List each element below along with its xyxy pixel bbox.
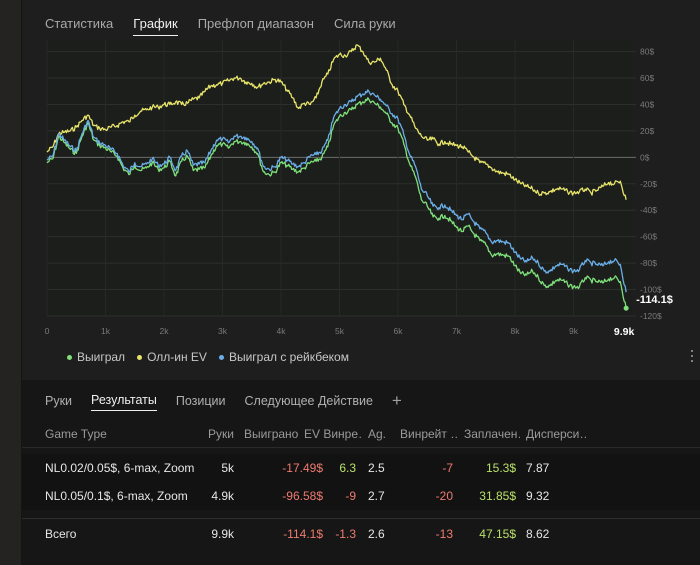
y-tick-label: 0$ [640, 152, 650, 162]
tab-positions[interactable]: Позиции [175, 393, 226, 408]
legend-label-allin-ev: Олл-ин EV [147, 350, 207, 364]
legend-item-won[interactable]: Выиграл [67, 350, 125, 364]
cell-variance: 7.87 [526, 461, 550, 475]
series-line-won_rakeback [46, 89, 627, 293]
header-game-type[interactable]: Game Type [45, 426, 107, 441]
table-row[interactable]: NL0.05/0.1$, 6-max, Zoom 4.9k -96.58$ -9… [22, 482, 700, 510]
bottom-tab-bar: Руки Результаты Позиции Следующее Действ… [45, 390, 402, 411]
y-tick-label: -100$ [640, 285, 662, 295]
tab-hand-strength[interactable]: Сила руки [333, 16, 396, 31]
y-tick-label: -80$ [640, 258, 657, 268]
header-variance[interactable]: Дисперси… [526, 426, 588, 441]
left-panel-edge [0, 0, 22, 565]
cell-won: -17.49$ [282, 461, 323, 475]
cell-ev-winrate: 6.3 [339, 461, 356, 475]
legend-label-won-rakeback: Выиграл с рейкбеком [228, 350, 349, 364]
legend-dot-won-rakeback [218, 354, 224, 360]
y-tick-label: 60$ [640, 73, 654, 83]
header-ev-winrate[interactable]: EV Винре… [304, 426, 362, 441]
y-tick-label: 80$ [640, 47, 654, 57]
tab-statistics[interactable]: Статистика [45, 16, 114, 31]
header-aggression[interactable]: Ag. [368, 426, 387, 441]
total-winrate: -13 [435, 527, 453, 541]
cell-paid: 15.3$ [485, 461, 516, 475]
cell-paid: 31.85$ [479, 489, 516, 503]
header-winrate[interactable]: Винрейт … [400, 426, 458, 441]
tab-graph[interactable]: График [133, 16, 178, 36]
total-hands: 9.9k [211, 527, 234, 541]
tab-hands[interactable]: Руки [45, 393, 73, 408]
cell-game-type: NL0.02/0.05$, 6-max, Zoom [45, 461, 195, 475]
legend-item-allin-ev[interactable]: Олл-ин EV [137, 350, 207, 364]
x-tick-label: 9k [569, 326, 579, 336]
graph-panel: Статистика График Префлоп диапазон Сила … [22, 0, 700, 380]
header-won[interactable]: Выиграно [244, 426, 299, 441]
end-value-label: -114.1$ [636, 294, 673, 306]
legend-item-won-rakeback[interactable]: Выиграл с рейкбеком [218, 350, 349, 364]
top-tab-bar: Статистика График Префлоп диапазон Сила … [45, 16, 416, 36]
table-total-row[interactable]: Всего 9.9k -114.1$ -1.3 2.6 -13 47.15$ 8… [22, 518, 700, 549]
x-tick-label: 7k [452, 326, 462, 336]
x-tick-label: 1k [101, 326, 111, 336]
total-won: -114.1$ [283, 527, 323, 541]
x-tick-label: 3k [218, 326, 228, 336]
y-tick-label: 40$ [640, 99, 654, 109]
add-tab-button[interactable]: + [391, 390, 402, 410]
series-line-allin_ev [46, 44, 627, 200]
header-hands[interactable]: Руки [208, 426, 234, 441]
cell-hands: 4.9k [211, 489, 234, 503]
total-aggression: 2.6 [368, 527, 385, 541]
end-x-label: 9.9k [614, 326, 635, 338]
x-tick-label: 4k [277, 326, 287, 336]
more-dot [691, 360, 693, 363]
legend-dot-won [67, 354, 72, 360]
y-tick-label: -20$ [640, 179, 657, 189]
total-paid: 47.15$ [479, 527, 516, 541]
x-tick-label: 5k [335, 326, 345, 336]
cell-winrate: -20 [435, 489, 453, 503]
total-ev-winrate: -1.3 [335, 527, 356, 541]
more-options-icon[interactable] [686, 348, 698, 364]
cell-aggression: 2.5 [368, 461, 385, 475]
cell-winrate: -7 [442, 461, 453, 475]
legend-dot-allin-ev [137, 354, 143, 360]
x-tick-label: 2k [160, 326, 170, 336]
cell-aggression: 2.7 [368, 489, 385, 503]
legend-label-won: Выиграл [77, 350, 126, 364]
header-paid[interactable]: Заплачен… [464, 426, 520, 441]
table-header-row: Game Type Руки Выиграно EV Винре… Ag. Ви… [22, 420, 700, 448]
tab-next-action[interactable]: Следующее Действие [244, 393, 373, 408]
table-row[interactable]: NL0.02/0.05$, 6-max, Zoom 5k -17.49$ 6.3… [22, 454, 700, 482]
total-variance: 8.62 [526, 527, 550, 541]
y-tick-label: 20$ [640, 126, 654, 136]
cell-hands: 5k [221, 461, 234, 475]
tab-preflop-range[interactable]: Префлоп диапазон [197, 16, 314, 31]
x-tick-label: 8k [511, 326, 521, 336]
tab-results[interactable]: Результаты [91, 393, 157, 411]
x-tick-label: 6k [394, 326, 404, 336]
cell-won: -96.58$ [282, 489, 323, 503]
cell-ev-winrate: -9 [345, 489, 356, 503]
cell-variance: 9.32 [526, 489, 550, 503]
y-tick-label: -60$ [640, 232, 657, 242]
cell-game-type: NL0.05/0.1$, 6-max, Zoom [45, 489, 188, 503]
end-point-marker [623, 305, 629, 311]
series-line-won [46, 97, 627, 309]
chart-legend: Выиграл Олл-ин EV Выиграл с рейкбеком [67, 350, 361, 364]
more-dot [691, 349, 693, 352]
reports-panel: Руки Результаты Позиции Следующее Действ… [22, 380, 700, 565]
results-table: Game Type Руки Выиграно EV Винре… Ag. Ви… [22, 420, 700, 549]
results-graph: 80$ 60$ 40$ 20$ 0$ -20$ -40$ -60$ -80$ -100$ -120$… [45, 40, 673, 338]
total-label: Всего [45, 527, 77, 541]
x-tick-label: 0 [45, 326, 50, 336]
y-tick-label: -120$ [640, 311, 662, 321]
y-tick-label: -40$ [640, 205, 657, 215]
more-dot [691, 354, 693, 357]
